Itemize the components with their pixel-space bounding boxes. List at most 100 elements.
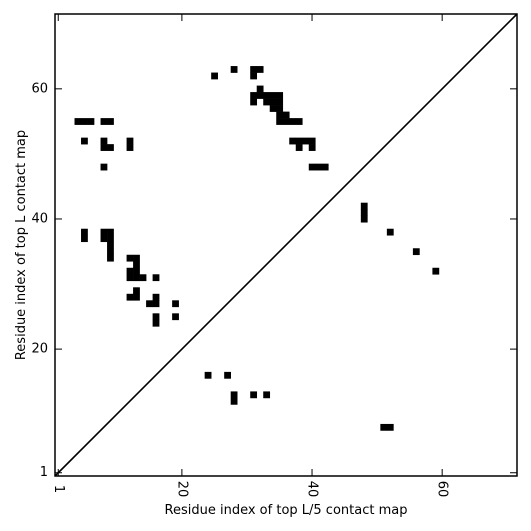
- contact-cell-top-l: [133, 287, 140, 295]
- contact-cell-top-l: [152, 274, 160, 282]
- contact-cell-top-l: [276, 92, 284, 99]
- contact-cell-top-l: [308, 144, 316, 151]
- contact-cell-top-l: [81, 137, 88, 145]
- contact-cell-top-l: [321, 163, 329, 171]
- contact-cell-top-l: [133, 293, 140, 301]
- contact-cell-top-l: [100, 235, 108, 243]
- x-tick-label: 1: [51, 485, 66, 493]
- contact-cell-top-l: [100, 137, 108, 145]
- y-tick-label: 20: [31, 342, 48, 357]
- y-axis-label: Residue index of top L contact map: [14, 130, 29, 360]
- contact-cell-top-l5: [230, 397, 238, 405]
- contact-cell-top-l: [295, 118, 303, 125]
- contact-cell-top-l: [107, 254, 114, 262]
- contact-cell-top-l: [315, 163, 323, 171]
- contact-cell-top-l: [295, 144, 303, 151]
- contact-cell-top-l5: [263, 391, 271, 399]
- plot-frame: [54, 13, 518, 477]
- contact-cell-top-l: [360, 215, 368, 223]
- contact-cell-top-l: [269, 105, 277, 112]
- contact-cell-top-l: [276, 105, 284, 112]
- contact-cell-top-l: [74, 118, 82, 125]
- contact-cell-top-l5: [386, 423, 394, 431]
- y-tick-label: 60: [31, 81, 48, 96]
- contact-cell-top-l: [276, 111, 284, 119]
- contact-cell-top-l: [133, 274, 140, 282]
- contact-cell-top-l: [211, 72, 218, 80]
- contact-cell-top-l: [107, 248, 114, 256]
- contact-cell-top-l: [107, 118, 114, 125]
- contact-cell-top-l: [100, 228, 108, 236]
- contact-cell-top-l: [250, 92, 258, 99]
- contact-cell-top-l: [276, 98, 284, 106]
- contact-cell-top-l: [289, 118, 297, 125]
- x-axis-label: Residue index of top L/5 contact map: [165, 503, 408, 518]
- x-tick-label: 40: [305, 481, 320, 498]
- contact-cell-top-l: [100, 144, 108, 151]
- contact-cell-top-l: [126, 254, 134, 262]
- contact-cell-top-l: [360, 202, 368, 210]
- y-tick-label: 40: [31, 211, 48, 226]
- x-tick-label: 20: [174, 481, 189, 498]
- contact-cell-top-l: [81, 118, 88, 125]
- contact-cell-top-l: [107, 235, 114, 243]
- x-tick-label: 60: [435, 481, 450, 498]
- contact-cell-top-l: [282, 118, 290, 125]
- contact-cell-top-l: [263, 98, 271, 106]
- contact-cell-top-l: [250, 66, 258, 73]
- contact-cell-top-l: [133, 267, 140, 275]
- contact-cell-top-l5: [204, 371, 212, 379]
- contact-cell-top-l: [295, 137, 303, 145]
- contact-cell-top-l: [302, 137, 310, 145]
- contact-cell-top-l: [126, 137, 134, 145]
- contact-cell-top-l: [282, 111, 290, 119]
- contact-cell-top-l: [256, 92, 264, 99]
- contact-cell-top-l: [360, 209, 368, 217]
- axis-ticks: 1 20 40 60 1 20 40 60: [31, 14, 517, 497]
- contact-cell-top-l: [87, 118, 95, 125]
- contact-cell-top-l: [100, 163, 108, 171]
- contact-cell-top-l: [263, 92, 271, 99]
- contact-cell-top-l: [308, 137, 316, 145]
- contact-cell-top-l: [256, 85, 264, 93]
- contact-cell-top-l: [126, 267, 134, 275]
- contact-cell-top-l: [152, 293, 160, 301]
- contact-cell-top-l: [269, 92, 277, 99]
- contact-cell-top-l: [133, 254, 140, 262]
- contact-cell-top-l: [269, 98, 277, 106]
- contact-cell-top-l: [256, 66, 264, 73]
- contact-cell-top-l5: [250, 391, 258, 399]
- contact-cell-top-l: [126, 144, 134, 151]
- y-tick-label: 1: [40, 465, 48, 480]
- contact-cell-top-l: [412, 248, 420, 256]
- contact-cell-top-l: [100, 118, 108, 125]
- contact-cell-top-l5: [380, 423, 388, 431]
- contact-cell-top-l: [126, 293, 134, 301]
- contact-cell-top-l: [139, 274, 147, 282]
- contact-cell-top-l: [107, 144, 114, 151]
- contact-cell-top-l5: [224, 371, 231, 379]
- contact-cell-top-l: [172, 313, 179, 321]
- contact-cell-top-l: [126, 274, 134, 282]
- contact-cell-top-l: [107, 228, 114, 236]
- contact-cell-top-l: [152, 300, 160, 308]
- contact-cells: [74, 66, 440, 431]
- contact-cell-top-l: [308, 163, 316, 171]
- contact-cell-top-l: [432, 267, 440, 275]
- contact-cell-top-l: [107, 241, 114, 249]
- contact-cell-top-l: [81, 228, 88, 236]
- contact-cell-top-l: [230, 66, 238, 73]
- contact-cell-top-l: [250, 72, 258, 80]
- contact-cell-top-l: [172, 300, 179, 308]
- contact-cell-top-l: [386, 228, 394, 236]
- contact-cell-top-l: [250, 98, 258, 106]
- contact-cell-top-l5: [230, 391, 238, 399]
- contact-cell-top-l: [276, 118, 284, 125]
- contact-cell-top-l: [289, 137, 297, 145]
- contact-cell-top-l: [133, 261, 140, 269]
- diagonal-line: [54, 13, 518, 477]
- contact-cell-top-l: [152, 313, 160, 321]
- contact-cell-top-l: [146, 300, 153, 308]
- contact-cell-top-l: [152, 319, 160, 327]
